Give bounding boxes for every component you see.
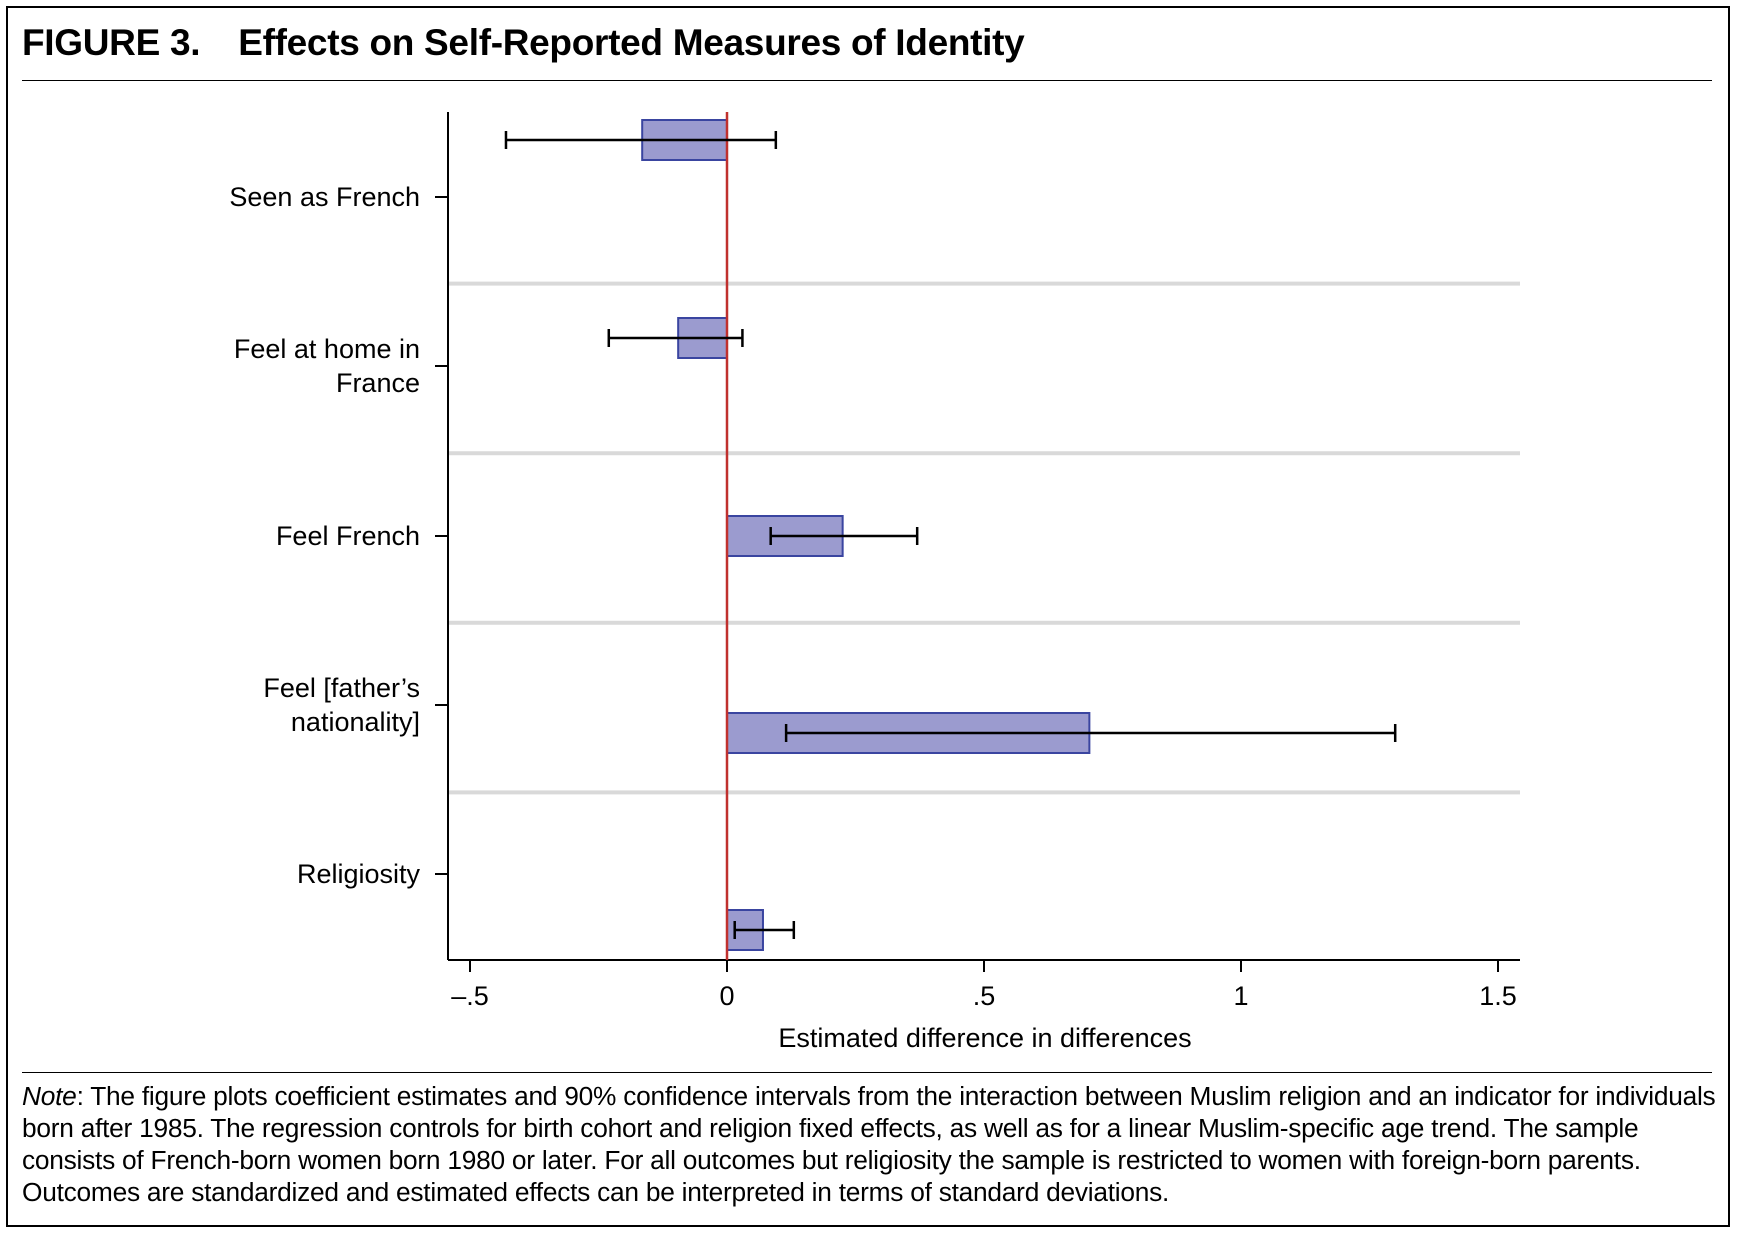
x-axis-tick-label: .5 [973,981,996,1011]
category-label: Feel at home in [234,334,420,364]
category-separators [449,281,1520,795]
figure-title: FIGURE 3. Effects on Self-Reported Measur… [22,22,1025,64]
category-label: Religiosity [297,859,421,889]
category-label: nationality] [291,707,420,737]
figure-title-text: Effects on Self-Reported Measures of Ide… [238,22,1025,63]
figure-frame [6,6,1730,1227]
note-text: : The figure plots coefficient estimates… [22,1081,1716,1207]
category-label: France [336,368,420,398]
figure-number: FIGURE 3. [22,22,201,63]
x-axis-title: Estimated difference in differences [778,1023,1191,1053]
chart-axes [447,112,1520,961]
figure-note: Note: The figure plots coefficient estim… [22,1080,1722,1208]
x-axis-tick-label: 1.5 [1479,981,1517,1011]
category-labels: Seen as French Feel at home in France Feel … [229,182,448,889]
x-axis-tick-label: 1 [1233,981,1248,1011]
coefficient-chart: Seen as French Feel at home in France Feel … [229,112,1520,1053]
title-rule [22,80,1712,81]
note-rule [22,1072,1712,1073]
category-label: Feel French [276,521,420,551]
x-axis-ticks: –.5 0 .5 1 1.5 [451,960,1517,1011]
confidence-intervals [504,131,1397,939]
category-label: Seen as French [229,182,420,212]
x-axis-tick-label: 0 [719,981,734,1011]
x-axis-tick-label: –.5 [451,981,489,1011]
category-label: Feel [father’s [263,673,420,703]
note-label: Note [22,1081,77,1111]
